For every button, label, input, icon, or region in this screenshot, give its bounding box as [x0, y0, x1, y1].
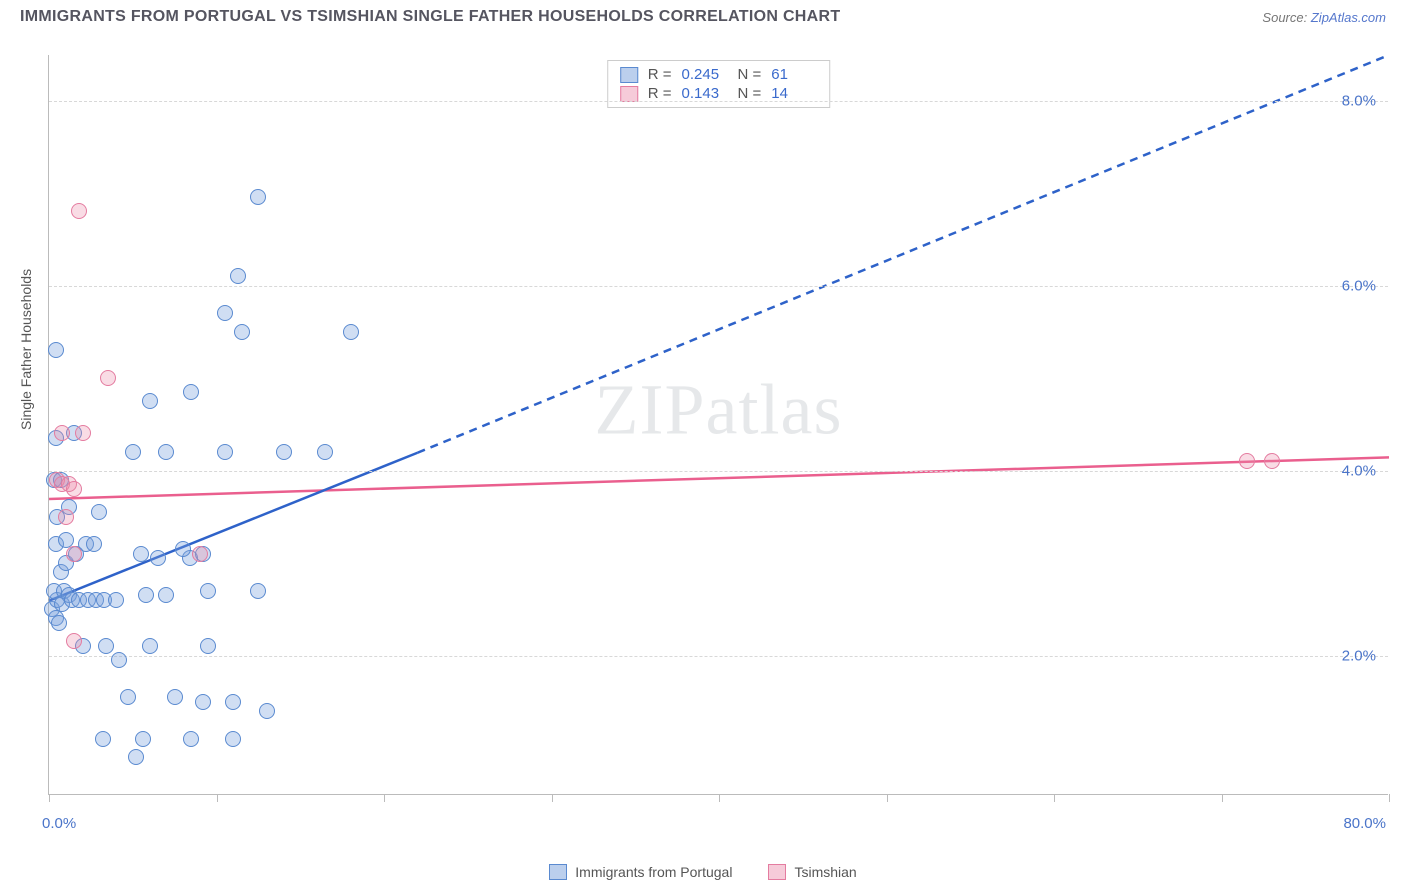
data-point [138, 587, 154, 603]
data-point [195, 694, 211, 710]
data-point [217, 444, 233, 460]
legend-item-pink: Tsimshian [768, 864, 856, 880]
data-point [225, 694, 241, 710]
trend-lines [49, 55, 1388, 794]
legend-item-blue: Immigrants from Portugal [549, 864, 732, 880]
data-point [225, 731, 241, 747]
data-point [158, 444, 174, 460]
data-point [48, 342, 64, 358]
data-point [158, 587, 174, 603]
series-legend: Immigrants from Portugal Tsimshian [0, 864, 1406, 880]
gridline [49, 286, 1388, 287]
data-point [66, 633, 82, 649]
swatch-pink [620, 86, 638, 102]
x-tick [1054, 794, 1055, 802]
data-point [108, 592, 124, 608]
data-point [71, 203, 87, 219]
y-axis-title: Single Father Households [18, 269, 34, 430]
source-credit: Source: ZipAtlas.com [1262, 10, 1386, 25]
data-point [75, 425, 91, 441]
data-point [125, 444, 141, 460]
chart-title: IMMIGRANTS FROM PORTUGAL VS TSIMSHIAN SI… [20, 8, 840, 26]
data-point [167, 689, 183, 705]
y-tick-label: 8.0% [1342, 93, 1376, 110]
x-tick [552, 794, 553, 802]
data-point [51, 615, 67, 631]
data-point [111, 652, 127, 668]
data-point [183, 384, 199, 400]
x-tick [1222, 794, 1223, 802]
data-point [1264, 453, 1280, 469]
data-point [128, 749, 144, 765]
data-point [58, 509, 74, 525]
data-point [175, 541, 191, 557]
data-point [234, 324, 250, 340]
data-point [200, 638, 216, 654]
data-point [276, 444, 292, 460]
x-tick [1389, 794, 1390, 802]
data-point [250, 583, 266, 599]
data-point [86, 536, 102, 552]
data-point [250, 189, 266, 205]
gridline [49, 656, 1388, 657]
x-tick [217, 794, 218, 802]
gridline [49, 101, 1388, 102]
data-point [54, 425, 70, 441]
x-tick [719, 794, 720, 802]
source-link[interactable]: ZipAtlas.com [1311, 10, 1386, 25]
data-point [259, 703, 275, 719]
data-point [100, 370, 116, 386]
x-tick-min: 0.0% [42, 815, 76, 832]
data-point [66, 481, 82, 497]
data-point [217, 305, 233, 321]
x-tick [384, 794, 385, 802]
data-point [95, 731, 111, 747]
data-point [66, 546, 82, 562]
data-point [192, 546, 208, 562]
swatch-blue [549, 864, 567, 880]
scatter-plot: ZIPatlas R = 0.245 N = 61 R = 0.143 N = … [48, 55, 1388, 795]
data-point [135, 731, 151, 747]
data-point [317, 444, 333, 460]
x-tick-max: 80.0% [1343, 815, 1386, 832]
x-tick [49, 794, 50, 802]
data-point [98, 638, 114, 654]
y-tick-label: 4.0% [1342, 463, 1376, 480]
x-tick [887, 794, 888, 802]
swatch-blue [620, 67, 638, 83]
data-point [91, 504, 107, 520]
data-point [142, 393, 158, 409]
data-point [1239, 453, 1255, 469]
y-tick-label: 6.0% [1342, 278, 1376, 295]
data-point [150, 550, 166, 566]
y-tick-label: 2.0% [1342, 648, 1376, 665]
data-point [343, 324, 359, 340]
swatch-pink [768, 864, 786, 880]
data-point [200, 583, 216, 599]
data-point [230, 268, 246, 284]
data-point [133, 546, 149, 562]
data-point [142, 638, 158, 654]
legend-row-blue: R = 0.245 N = 61 [620, 65, 818, 84]
legend-row-pink: R = 0.143 N = 14 [620, 84, 818, 103]
data-point [120, 689, 136, 705]
gridline [49, 471, 1388, 472]
data-point [183, 731, 199, 747]
